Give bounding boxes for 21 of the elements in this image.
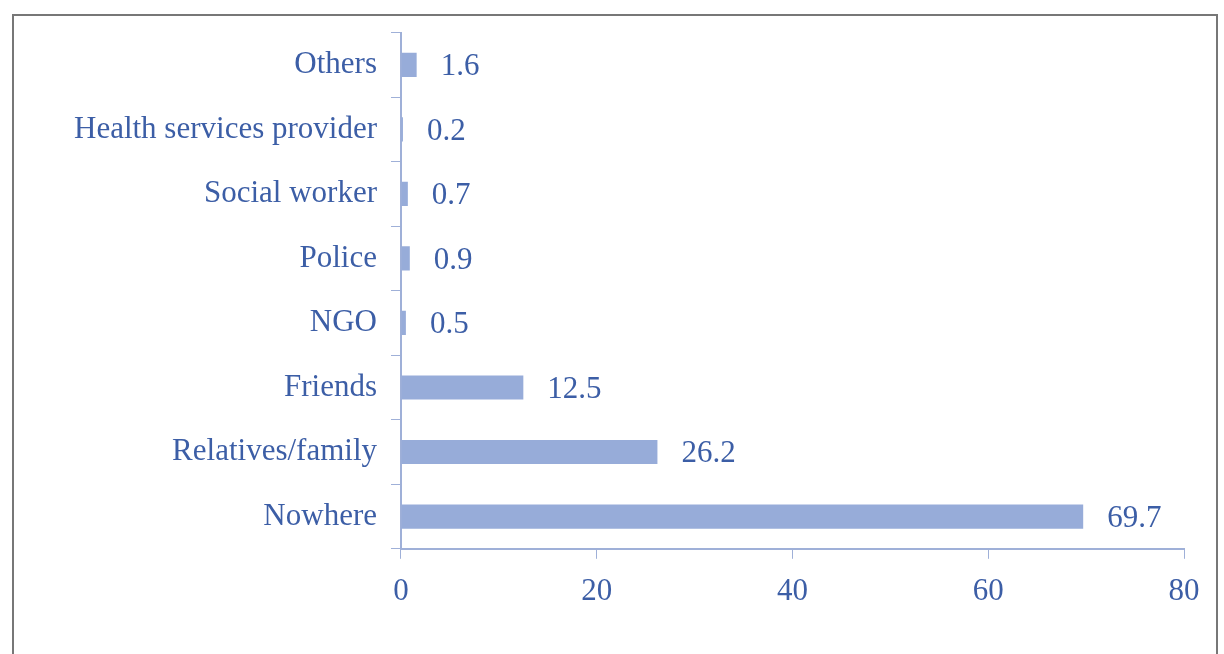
data-label: 69.7	[1107, 498, 1162, 534]
data-label: 26.2	[681, 434, 736, 470]
y-tick-label: Police	[299, 238, 377, 274]
x-tick-label: 60	[972, 571, 1004, 607]
data-label: 12.5	[547, 369, 602, 405]
y-tick-label: Others	[294, 45, 377, 80]
x-tick-label: 80	[1168, 571, 1200, 607]
y-tick-label: Health services provider	[73, 109, 378, 145]
data-label: 0.9	[433, 240, 473, 276]
y-tick-label: Friends	[283, 367, 377, 403]
y-tick-label: Relatives/family	[172, 432, 378, 468]
data-label: 0.7	[431, 176, 471, 212]
data-label: 0.2	[426, 111, 466, 147]
x-tick-label: 20	[581, 571, 613, 607]
x-tick-label: 0	[393, 571, 409, 607]
x-tick-label: 40	[777, 571, 808, 607]
data-label: 0.5	[429, 305, 469, 341]
y-tick-label: Social worker	[203, 174, 378, 210]
y-tick-label: Nowhere	[263, 496, 377, 532]
data-label: 1.6	[440, 47, 480, 82]
y-tick-label: NGO	[309, 303, 377, 339]
